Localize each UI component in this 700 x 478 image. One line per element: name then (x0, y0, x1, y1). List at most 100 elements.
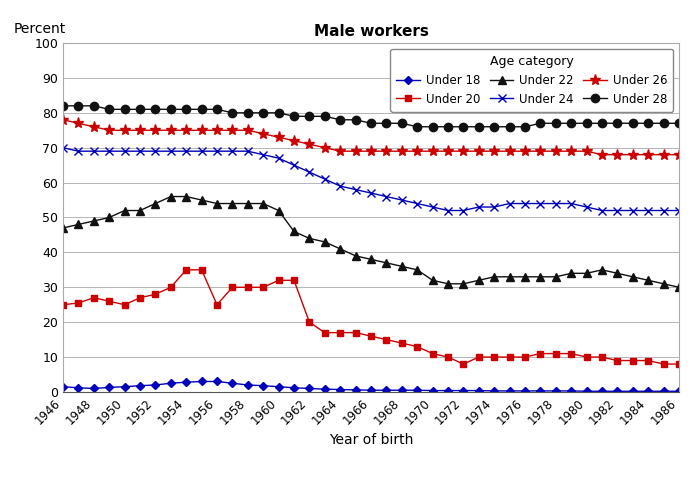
Under 22 (567, 271, 575, 276)
Under 18 (244, 382, 252, 388)
Under 22 (675, 284, 683, 290)
Line: Under 28: Under 28 (59, 102, 683, 131)
Under 18 (613, 389, 622, 394)
Under 26 (567, 148, 575, 154)
Under 26 (274, 134, 283, 140)
Under 28 (336, 117, 344, 123)
Under 18 (629, 389, 637, 394)
Under 26 (613, 152, 622, 158)
Under 22 (351, 253, 360, 259)
Under 20 (290, 277, 298, 283)
Under 18 (582, 389, 591, 394)
Under 22 (613, 271, 622, 276)
Under 20 (505, 354, 514, 360)
Under 18 (197, 379, 206, 384)
Under 24 (167, 148, 175, 154)
Under 22 (305, 236, 314, 241)
Under 22 (644, 277, 652, 283)
Under 28 (582, 120, 591, 126)
Under 28 (490, 124, 498, 130)
Under 24 (475, 204, 483, 210)
Under 26 (367, 148, 375, 154)
Under 28 (59, 103, 67, 109)
Under 20 (413, 344, 421, 349)
Under 18 (536, 388, 545, 394)
Under 28 (259, 110, 267, 116)
Line: Under 24: Under 24 (59, 143, 683, 215)
Under 20 (398, 340, 406, 346)
Under 26 (151, 128, 160, 133)
Legend: Under 18, Under 20, Under 22, Under 24, Under 26, Under 28: Under 18, Under 20, Under 22, Under 24, … (391, 49, 673, 111)
Under 26 (413, 148, 421, 154)
Under 24 (197, 148, 206, 154)
Under 26 (197, 128, 206, 133)
Under 22 (59, 225, 67, 231)
Under 22 (552, 274, 560, 280)
Under 26 (644, 152, 652, 158)
Under 24 (59, 145, 67, 151)
Under 20 (336, 330, 344, 336)
Under 26 (305, 141, 314, 147)
Under 26 (582, 148, 591, 154)
Under 26 (182, 128, 190, 133)
Under 24 (382, 194, 391, 199)
Under 26 (536, 148, 545, 154)
Under 20 (428, 351, 437, 357)
Under 18 (336, 387, 344, 392)
Under 24 (490, 204, 498, 210)
Under 24 (659, 207, 668, 213)
Under 28 (536, 120, 545, 126)
Under 28 (151, 107, 160, 112)
Under 26 (552, 148, 560, 154)
Under 22 (428, 277, 437, 283)
Under 22 (536, 274, 545, 280)
Under 26 (475, 148, 483, 154)
Under 24 (151, 148, 160, 154)
Under 26 (90, 124, 98, 130)
Under 24 (336, 183, 344, 189)
Under 28 (90, 103, 98, 109)
Under 20 (167, 284, 175, 290)
Under 18 (151, 382, 160, 388)
Under 28 (382, 120, 391, 126)
Line: Under 20: Under 20 (60, 266, 682, 368)
Under 26 (74, 120, 83, 126)
Under 20 (444, 354, 452, 360)
Under 22 (444, 281, 452, 287)
Under 18 (90, 386, 98, 391)
Under 22 (290, 228, 298, 234)
Line: Under 22: Under 22 (59, 192, 683, 292)
Under 28 (552, 120, 560, 126)
Under 22 (136, 207, 144, 213)
Under 26 (505, 148, 514, 154)
Under 18 (274, 384, 283, 390)
Under 18 (490, 388, 498, 394)
Under 26 (428, 148, 437, 154)
Under 26 (213, 128, 221, 133)
Under 22 (475, 277, 483, 283)
Under 24 (351, 187, 360, 193)
Under 20 (598, 354, 606, 360)
Under 28 (505, 124, 514, 130)
Under 26 (244, 128, 252, 133)
Under 18 (675, 389, 683, 394)
Under 26 (675, 152, 683, 158)
Under 18 (398, 387, 406, 393)
Under 20 (274, 277, 283, 283)
Under 18 (367, 387, 375, 393)
Under 20 (59, 302, 67, 308)
Under 24 (444, 207, 452, 213)
Under 28 (398, 120, 406, 126)
Under 24 (213, 148, 221, 154)
Under 24 (259, 152, 267, 158)
Under 24 (459, 207, 468, 213)
Title: Male workers: Male workers (314, 24, 428, 39)
Under 18 (505, 388, 514, 394)
Under 24 (413, 201, 421, 206)
Under 20 (644, 358, 652, 363)
Under 28 (182, 107, 190, 112)
Under 28 (367, 120, 375, 126)
Under 26 (290, 138, 298, 143)
Under 28 (598, 120, 606, 126)
Under 24 (644, 207, 652, 213)
